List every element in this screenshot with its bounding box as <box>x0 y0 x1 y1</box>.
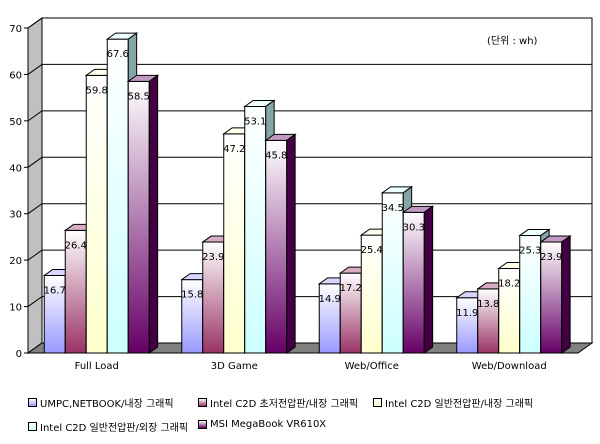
data-label: 25.3 <box>519 246 541 257</box>
data-label: 23.9 <box>202 252 224 263</box>
y-tick-label: 30 <box>9 210 22 221</box>
gridline <box>27 110 592 122</box>
legend-item: UMPC,NETBOOK/내장 그래픽 <box>28 395 174 410</box>
legend-label: Intel C2D 초저전압판/내장 그래픽 <box>210 399 359 410</box>
bar-msi-megabook-vr610x-0 <box>127 80 150 354</box>
bar-intel-c2d--1 <box>223 133 246 354</box>
data-label: 18.2 <box>498 279 520 290</box>
legend-label: UMPC,NETBOOK/내장 그래픽 <box>40 399 174 410</box>
y-tick-label: 0 <box>16 349 22 360</box>
category-label: 3D Game <box>211 361 258 372</box>
bar-side <box>148 74 159 354</box>
data-label: 67.6 <box>107 49 129 60</box>
data-label: 25.4 <box>361 245 383 256</box>
y-tick-label: 60 <box>9 70 22 81</box>
legend-swatch <box>198 420 207 429</box>
legend-label: Intel C2D 일반전압판/외장 그래픽 <box>40 423 189 434</box>
bar-side <box>286 133 296 354</box>
y-tick-label: 70 <box>9 24 22 35</box>
bar-umpc-netbook--3 <box>456 297 479 354</box>
y-tick-label: 50 <box>9 117 22 128</box>
chart-side-wall <box>27 17 43 354</box>
data-label: 15.8 <box>181 290 203 301</box>
bar-msi-megabook-vr610x-1 <box>265 139 288 354</box>
y-tick-label: 10 <box>9 303 22 314</box>
data-label: 34.5 <box>382 203 404 214</box>
legend-swatch <box>373 398 382 407</box>
gridline <box>27 156 592 168</box>
data-label: 58.5 <box>128 91 150 102</box>
legend-swatch <box>198 398 207 407</box>
category-label: Full Load <box>75 361 119 372</box>
bar-intel-c2d--0 <box>85 74 108 354</box>
data-label: 26.4 <box>65 240 87 251</box>
data-label: 59.8 <box>86 85 108 96</box>
data-label: 14.9 <box>319 294 341 305</box>
data-label: 47.2 <box>223 144 245 155</box>
legend-item: MSI MegaBook VR610X <box>198 419 326 430</box>
gridline <box>27 63 592 75</box>
data-label: 23.9 <box>540 252 562 263</box>
chart-legend: UMPC,NETBOOK/내장 그래픽 Intel C2D 초저전압판/내장 그래… <box>28 385 598 435</box>
legend-item: Intel C2D 일반전압판/외장 그래픽 <box>28 419 188 434</box>
legend-item: Intel C2D 일반전압판/내장 그래픽 <box>373 395 533 410</box>
bar-side <box>561 235 571 354</box>
legend-label: Intel C2D 일반전압판/내장 그래픽 <box>385 399 534 410</box>
bar-intel-c2d--2 <box>381 192 404 354</box>
legend-label: MSI MegaBook VR610X <box>210 419 327 430</box>
bar-side <box>423 205 434 354</box>
data-label: 45.8 <box>265 150 287 161</box>
unit-note: (단위 : wh) <box>487 34 538 47</box>
y-tick-label: 40 <box>9 163 22 174</box>
bar-intel-c2d--1 <box>244 105 267 354</box>
legend-item: Intel C2D 초저전압판/내장 그래픽 <box>198 395 358 410</box>
data-label: 13.8 <box>477 299 499 310</box>
data-label: 17.2 <box>340 283 362 294</box>
legend-swatch <box>28 398 37 407</box>
data-label: 16.7 <box>44 285 66 296</box>
gridline <box>27 17 592 29</box>
category-label: Web/Office <box>345 361 399 372</box>
data-label: 30.3 <box>403 222 425 233</box>
category-label: Web/Download <box>472 361 547 372</box>
bar-msi-megabook-vr610x-2 <box>402 211 425 354</box>
y-tick-label: 20 <box>9 256 22 267</box>
bar-chart: 0 10 20 30 40 50 60 70 16.7 26.4 59.8 67.6 58.5 15.8… <box>9 17 594 372</box>
legend-swatch <box>28 422 37 431</box>
data-label: 53.1 <box>244 116 266 127</box>
data-label: 11.9 <box>456 308 478 319</box>
bar-intel-c2d--0 <box>106 38 129 354</box>
